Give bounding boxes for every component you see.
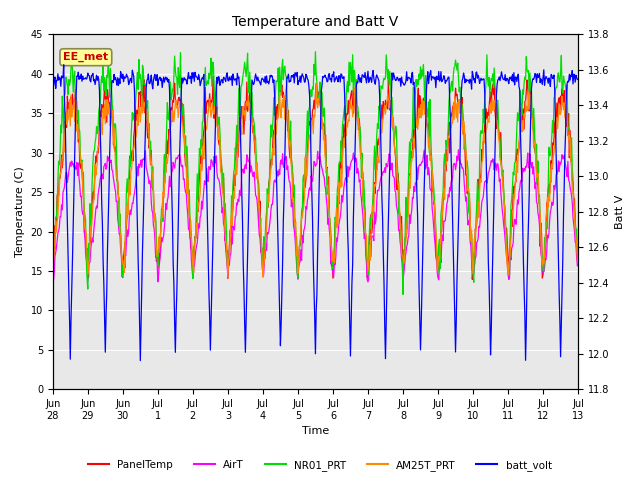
Y-axis label: Temperature (C): Temperature (C) [15,167,25,257]
Legend: PanelTemp, AirT, NR01_PRT, AM25T_PRT, batt_volt: PanelTemp, AirT, NR01_PRT, AM25T_PRT, ba… [84,456,556,475]
Y-axis label: Batt V: Batt V [615,195,625,229]
X-axis label: Time: Time [302,426,329,436]
Text: EE_met: EE_met [63,52,108,62]
Title: Temperature and Batt V: Temperature and Batt V [232,15,399,29]
